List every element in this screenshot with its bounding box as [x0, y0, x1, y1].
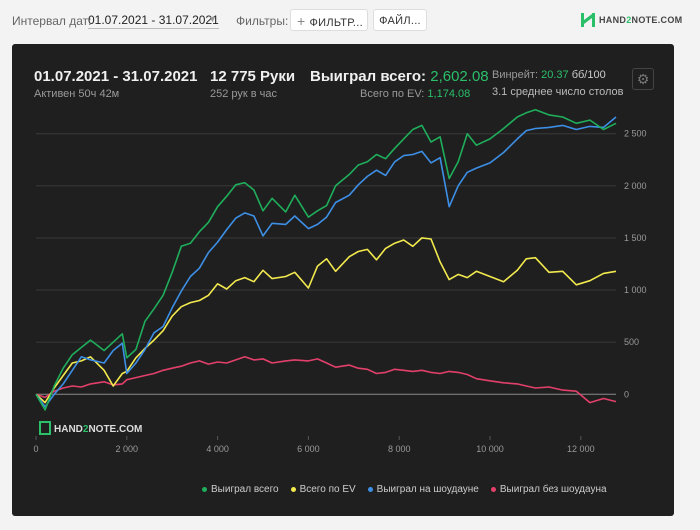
series-non-showdown-line [35, 355, 617, 404]
won-total-value: 2,602.08 [430, 68, 489, 85]
settings-button[interactable]: ⚙ [632, 68, 654, 90]
legend-item-won[interactable]: Выиграл всего [202, 484, 279, 495]
period-value: 01.07.2021 - 31.07.2021 [34, 68, 198, 85]
legend-item-non-showdown[interactable]: Выиграл без шоудауна [490, 484, 607, 495]
y-tick-label: 1 500 [624, 233, 647, 243]
hands-per-hour: 252 рук в час [210, 88, 278, 100]
date-range-select[interactable]: 01.07.2021 - 31.07.2021 [88, 13, 219, 29]
chevron-down-icon[interactable]: ▼ [208, 14, 217, 24]
x-tick-label: 12 000 [567, 444, 595, 454]
y-tick-label: 1 000 [624, 285, 647, 295]
won-total-label: Выиграл всего: [310, 68, 427, 85]
filter-bar: Интервал дат: 01.07.2021 - 31.07.2021 ▼ … [0, 0, 700, 40]
winrate-label: Винрейт: [492, 69, 539, 81]
ev-total-label: Всего по EV: [360, 88, 425, 100]
x-tick-label: 8 000 [388, 444, 411, 454]
x-tick-label: 6 000 [297, 444, 320, 454]
y-tick-label: 2 000 [624, 181, 647, 191]
winrate: Винрейт: 20.37 бб/100 [492, 69, 606, 81]
x-axis-ticks: 0 2 000 4 000 6 000 8 000 10 000 12 000 [33, 436, 595, 454]
add-filter-button[interactable]: + ФИЛЬТР... [290, 9, 368, 31]
logo-text: HAND2NOTE.COM [599, 15, 683, 25]
winrate-value: 20.37 [541, 69, 569, 81]
legend-item-showdown[interactable]: Выиграл на шоудауне [367, 484, 479, 495]
active-time: Активен 50ч 42м [34, 88, 120, 100]
x-tick-label: 0 [33, 444, 38, 454]
chart-grid [36, 133, 616, 395]
y-tick-label: 500 [624, 337, 639, 347]
x-tick-label: 4 000 [206, 444, 229, 454]
date-interval-label: Интервал дат: [12, 14, 92, 28]
gear-icon: ⚙ [636, 71, 650, 87]
series-showdown-line [35, 116, 617, 408]
chart-legend: Выиграл всего Всего по EV Выиграл на шоу… [202, 484, 607, 495]
series-won-line [35, 108, 617, 411]
svg-text:HAND2NOTE.COM: HAND2NOTE.COM [54, 424, 142, 435]
hand2note-logo-icon [581, 13, 595, 27]
y-axis-ticks: 0 500 1 000 1 500 2 000 2 500 [624, 129, 647, 400]
chart-watermark: HAND2NOTE.COM [39, 421, 142, 435]
file-button[interactable]: ФАЙЛ... [373, 9, 427, 31]
x-tick-label: 2 000 [116, 444, 139, 454]
hand2note-logo: HAND2NOTE.COM [580, 12, 682, 28]
add-filter-label: ФИЛЬТР... [309, 17, 363, 29]
winnings-chart: 0 2 000 4 000 6 000 8 000 10 000 12 000 0 500 1 … [33, 108, 647, 454]
report-card: 01.07.2021 - 31.07.2021 Активен 50ч 42м … [12, 44, 674, 516]
winrate-unit: бб/100 [571, 69, 606, 81]
chart-lines [35, 108, 617, 411]
legend-item-ev[interactable]: Всего по EV [290, 484, 356, 495]
won-total: Выиграл всего: 2,602.08 [310, 68, 489, 85]
y-tick-label: 0 [624, 389, 629, 399]
avg-tables: 3.1 среднее число столов [492, 86, 624, 98]
hands-count: 12 775 Руки [210, 68, 296, 85]
x-tick-label: 10 000 [476, 444, 504, 454]
filters-label: Фильтры: [236, 14, 289, 28]
ev-total-value: 1,174.08 [427, 88, 471, 100]
plus-icon: + [297, 13, 306, 29]
ev-total: Всего по EV: 1,174.08 [360, 88, 470, 100]
series-ev-line [35, 237, 617, 404]
y-tick-label: 2 500 [624, 129, 647, 139]
